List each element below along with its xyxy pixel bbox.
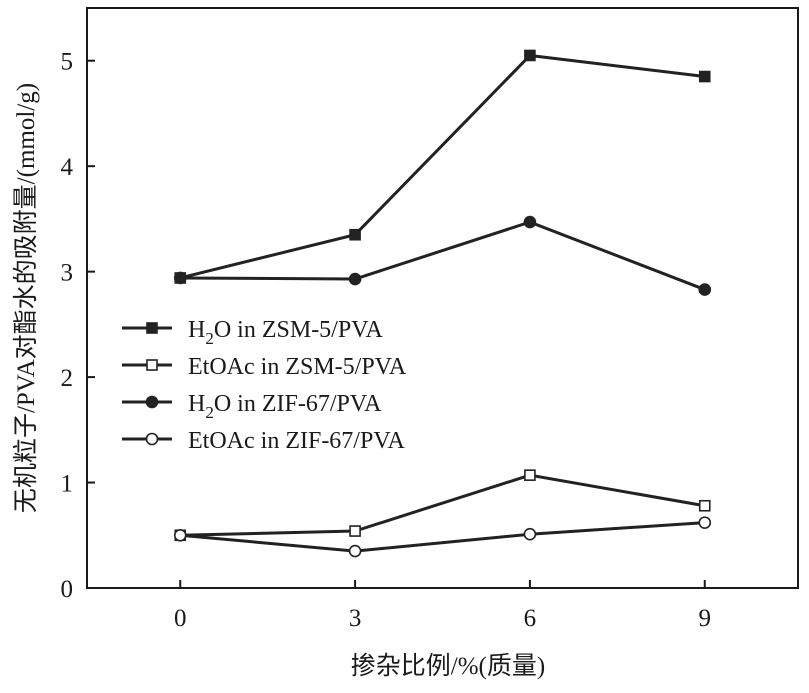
data-point <box>698 516 712 529</box>
x-tick-label: 3 <box>349 605 362 632</box>
series-line <box>180 521 705 553</box>
series-4 <box>173 516 712 558</box>
data-point <box>524 49 536 62</box>
legend-marker <box>146 322 158 334</box>
data-point <box>524 469 536 481</box>
legend-entry: EtOAc in ZSM-5/PVA <box>122 354 407 380</box>
y-tick-label: 5 <box>61 49 74 76</box>
axis-ticks: 0 3 6 9 0 1 2 3 4 5 <box>61 49 712 632</box>
y-tick-label: 4 <box>61 154 74 181</box>
y-tick-label: 2 <box>61 365 74 392</box>
series-3 <box>173 215 712 296</box>
legend-label: EtOAc in ZIF-67/PVA <box>188 428 406 454</box>
legend-entry: H2O in ZSM-5/PVA <box>122 317 383 348</box>
data-point <box>523 527 537 541</box>
legend-label-sub: 2 <box>205 329 214 348</box>
legend-label-main: H <box>188 317 205 343</box>
legend-label-main: EtOAc in ZIF-67/PVA <box>188 428 406 454</box>
data-point <box>173 271 187 285</box>
legend-label-main: H <box>188 391 205 417</box>
x-tick-label: 0 <box>174 605 187 632</box>
legend-label-sub: 2 <box>205 403 214 422</box>
legend-entry: H2O in ZIF-67/PVA <box>122 391 382 422</box>
series-2 <box>174 469 711 542</box>
data-point <box>349 525 361 537</box>
x-tick-label: 9 <box>699 605 712 632</box>
series-line <box>180 473 706 537</box>
data-point <box>349 228 361 241</box>
data-point <box>698 499 711 512</box>
legend-entry: EtOAc in ZIF-67/PVA <box>122 428 406 454</box>
y-tick-label: 1 <box>61 471 74 498</box>
plot-frame <box>86 7 799 589</box>
data-point <box>348 272 362 286</box>
x-axis-title: 掺杂比例/%(质量) <box>351 652 545 680</box>
y-tick-label: 3 <box>61 260 74 287</box>
y-axis-title: 无机粒子/PVA对酯水的吸附量/(mmol/g) <box>12 83 40 513</box>
legend-label: EtOAc in ZSM-5/PVA <box>188 354 407 380</box>
data-point <box>698 70 711 83</box>
data-point <box>523 215 537 229</box>
y-tick-label: 0 <box>61 576 74 603</box>
series-line <box>180 220 706 291</box>
series-1 <box>174 49 711 284</box>
legend-label-rest: O in ZSM-5/PVA <box>214 317 384 343</box>
x-tick-label: 6 <box>524 605 537 632</box>
data-point <box>173 528 187 542</box>
legend-label: H2O in ZSM-5/PVA <box>188 317 383 348</box>
data-series <box>173 49 712 558</box>
data-point <box>348 544 362 558</box>
data-point <box>698 283 712 296</box>
legend-label-main: EtOAc in ZSM-5/PVA <box>188 354 407 380</box>
legend-marker <box>145 395 159 409</box>
legend-marker <box>146 359 158 371</box>
series-line <box>179 53 705 280</box>
legend-label-rest: O in ZIF-67/PVA <box>214 391 382 417</box>
legend-marker <box>145 432 159 446</box>
legend-label: H2O in ZIF-67/PVA <box>188 391 382 422</box>
